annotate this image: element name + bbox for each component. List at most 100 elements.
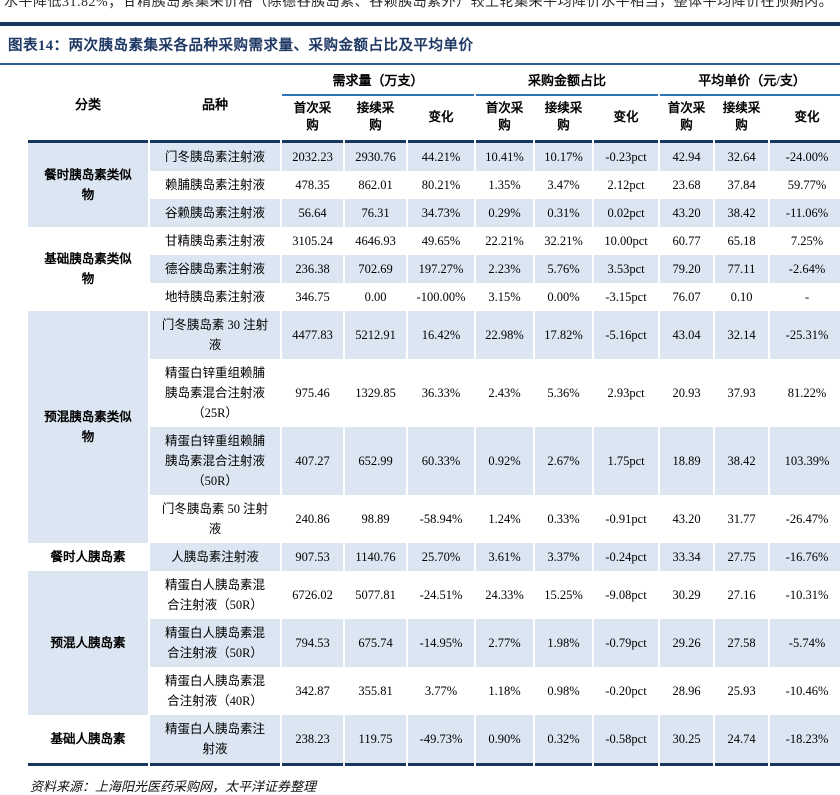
value-cell: 240.86: [295, 512, 330, 526]
sub-header-row: 首次采 购 接续采 购 变化 首次采 购 接续采 购 变化 首次采 购 接续采 …: [28, 96, 840, 143]
value-cell: 197.27%: [408, 255, 475, 283]
value-cell: 1.35%: [488, 178, 521, 192]
product-cell: 精蛋白人胰岛素混 合注射液（40R）: [164, 674, 265, 708]
table-row: 餐时胰岛素类似 物 门冬胰岛素注射液 2032.23 2930.76 44.21…: [28, 143, 840, 227]
value-cell: 29.26: [660, 619, 714, 667]
value-cell: 238.23: [282, 715, 343, 766]
value-cell: 25.93: [727, 684, 756, 698]
value-cell: 2.77%: [476, 619, 534, 667]
value-cell: 44.21%: [408, 143, 475, 171]
value-cell: 23.68: [672, 178, 701, 192]
product-cell: 精蛋白人胰岛素注 射液: [150, 715, 280, 766]
clipped-paragraph-text: 水平降低31.82%；甘精胰岛素集采价格（除德谷胰岛素、谷赖胰岛素外）较上轮集采…: [4, 0, 834, 10]
sub-header-first: 首次采 购: [476, 96, 534, 143]
value-cell: 17.82%: [535, 311, 593, 359]
value-cell: -100.00%: [416, 290, 466, 304]
value-cell: 3.15%: [488, 290, 521, 304]
value-cell: 20.93: [672, 386, 701, 400]
value-cell: 1140.76: [345, 543, 406, 571]
value-cell: 7.25%: [790, 234, 824, 248]
value-cell: -: [804, 290, 810, 304]
value-cell: 342.87: [295, 684, 330, 698]
value-cell: 27.75: [715, 543, 769, 571]
value-cell: 355.81: [358, 684, 393, 698]
sub-header-renewal: 接续采 购: [715, 96, 769, 143]
clipped-paragraph: 水平降低31.82%；甘精胰岛素集采价格（除德谷胰岛素、谷赖胰岛素外）较上轮集采…: [0, 0, 840, 11]
value-cell: -18.23%: [770, 715, 840, 766]
value-cell: 60.77: [672, 234, 701, 248]
value-cell: 24.33%: [485, 588, 524, 602]
value-cell: 975.46: [295, 386, 330, 400]
value-cell: 0.10: [730, 290, 753, 304]
value-cell: 38.42: [715, 427, 769, 495]
value-cell: -0.23pct: [594, 143, 659, 171]
table-row: 基础人胰岛素 精蛋白人胰岛素注 射液 238.23 119.75 -49.73%…: [28, 715, 840, 766]
value-cell: 43.20: [672, 512, 701, 526]
value-cell: 5077.81: [355, 588, 396, 602]
value-cell: 1329.85: [355, 386, 396, 400]
value-cell: 3.53pct: [594, 255, 659, 283]
value-cell: 2930.76: [345, 143, 406, 171]
value-cell: 0.32%: [535, 715, 593, 766]
col-header-product: 品种: [150, 69, 280, 143]
value-cell: -9.08pct: [605, 588, 647, 602]
value-cell: 3.77%: [424, 684, 458, 698]
product-cell: 谷赖胰岛素注射液: [150, 199, 280, 227]
value-cell: 0.00: [364, 290, 387, 304]
value-cell: -58.94%: [419, 512, 463, 526]
value-cell: 0.29%: [476, 199, 534, 227]
product-cell: 门冬胰岛素 50 注射 液: [161, 502, 269, 536]
value-cell: 30.29: [672, 588, 701, 602]
value-cell: 28.96: [672, 684, 701, 698]
value-cell: -2.64%: [770, 255, 840, 283]
value-cell: 0.92%: [476, 427, 534, 495]
value-cell: -24.51%: [419, 588, 463, 602]
value-cell: 2.93pct: [607, 386, 645, 400]
value-cell: 346.75: [295, 290, 330, 304]
value-cell: 119.75: [345, 715, 406, 766]
value-cell: 38.42: [715, 199, 769, 227]
sub-header-renewal: 接续采 购: [535, 96, 593, 143]
value-cell: 5.76%: [535, 255, 593, 283]
value-cell: 32.14: [715, 311, 769, 359]
value-cell: 65.18: [727, 234, 756, 248]
source-note: 资料来源：上海阳光医药采购网，太平洋证券整理: [30, 779, 317, 794]
product-cell: 精蛋白锌重组赖脯 胰岛素混合注射液 （50R）: [150, 427, 280, 495]
value-cell: 103.39%: [770, 427, 840, 495]
value-cell: 10.00pct: [604, 234, 648, 248]
value-cell: 907.53: [282, 543, 343, 571]
product-cell: 赖脯胰岛素注射液: [164, 178, 265, 192]
value-cell: 98.89: [361, 512, 390, 526]
value-cell: 33.34: [660, 543, 714, 571]
value-cell: -49.73%: [408, 715, 475, 766]
table-row: 基础胰岛素类似 物 甘精胰岛素注射液 3105.24 4646.93 49.65…: [28, 227, 840, 286]
value-cell: -24.00%: [770, 143, 840, 171]
table-row: 精蛋白锌重组赖脯 胰岛素混合注射液 （50R） 407.27 652.99 60…: [28, 427, 840, 495]
group-header-row: 分类 品种 需求量（万支） 采购金额占比 平均单价（元/支）: [28, 69, 840, 143]
value-cell: 81.22%: [787, 386, 827, 400]
value-cell: -11.06%: [770, 199, 840, 227]
value-cell: 36.33%: [421, 386, 461, 400]
table-row: 赖脯胰岛素注射液 478.35 862.01 80.21% 1.35% 3.47…: [28, 171, 840, 199]
value-cell: 0.31%: [535, 199, 593, 227]
insulin-procurement-table: 分类 品种 需求量（万支） 采购金额占比 平均单价（元/支） 首次采 购 接续采…: [26, 69, 840, 766]
product-cell: 德谷胰岛素注射液: [150, 255, 280, 283]
value-cell: -0.24pct: [594, 543, 659, 571]
table-row: 预混胰岛素类似 物 门冬胰岛素 30 注射 液 4477.83 5212.91 …: [28, 311, 840, 543]
value-cell: 24.74: [715, 715, 769, 766]
table-row: 门冬胰岛素 50 注射 液 240.86 98.89 -58.94% 1.24%…: [28, 495, 840, 543]
value-cell: 30.25: [660, 715, 714, 766]
value-cell: 16.42%: [408, 311, 475, 359]
value-cell: 10.17%: [535, 143, 593, 171]
product-cell: 精蛋白人胰岛素混 合注射液（50R）: [164, 578, 265, 612]
value-cell: 22.98%: [476, 311, 534, 359]
value-cell: 76.07: [672, 290, 701, 304]
value-cell: 79.20: [660, 255, 714, 283]
table-row: 谷赖胰岛素注射液 56.64 76.31 34.73% 0.29% 0.31% …: [28, 199, 840, 227]
table-row: 精蛋白人胰岛素混 合注射液（40R） 342.87 355.81 3.77% 1…: [28, 667, 840, 715]
value-cell: -25.31%: [770, 311, 840, 359]
value-cell: -10.46%: [785, 684, 829, 698]
value-cell: 4646.93: [355, 234, 396, 248]
value-cell: 3.37%: [535, 543, 593, 571]
value-cell: -5.16pct: [594, 311, 659, 359]
